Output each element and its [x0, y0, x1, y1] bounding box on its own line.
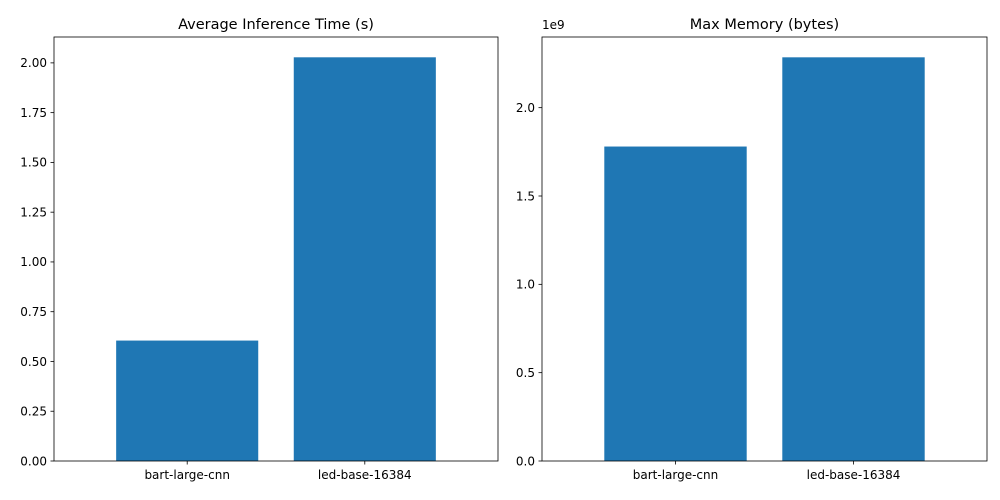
- y-tick-label: 0.50: [20, 355, 47, 369]
- y-tick-label: 1.0: [516, 278, 535, 292]
- bar-bart-large-cnn: [604, 146, 747, 462]
- plot-frame: [53, 36, 499, 462]
- plot-frame: [541, 36, 988, 462]
- y-tick-label: 2.00: [20, 56, 47, 70]
- y-tick-label: 1.50: [20, 156, 47, 170]
- x-tick-label: led-base-16384: [807, 468, 901, 482]
- x-tick-label: led-base-16384: [318, 468, 412, 482]
- y-tick-label: 0.25: [20, 405, 47, 419]
- bar-led-base-16384: [782, 57, 925, 462]
- x-tick-label: bart-large-cnn: [144, 468, 230, 482]
- y-tick-label: 1.5: [516, 189, 535, 203]
- chart-title: Average Inference Time (s): [178, 17, 374, 33]
- y-offset-label: 1e9: [542, 18, 565, 32]
- y-tick-label: 1.75: [20, 106, 47, 120]
- bar-led-base-16384: [293, 57, 436, 461]
- y-tick-label: 0.5: [516, 366, 535, 380]
- y-tick-label: 0.75: [20, 305, 47, 319]
- chart-panel-inference-time: 0.00 0.25 0.50 0.75 1.00 1.25 1.50 1.75 2.00 bart…: [20, 17, 499, 482]
- x-tick-label: bart-large-cnn: [633, 468, 719, 482]
- bar-bart-large-cnn: [116, 340, 259, 461]
- chart-panel-max-memory: 0.0 0.5 1.0 1.5 2.0 bart-large-cnn led-base-16…: [516, 17, 988, 482]
- y-tick-label: 0.00: [20, 454, 47, 468]
- y-tick-label: 1.25: [20, 205, 47, 219]
- y-tick-label: 0.0: [516, 454, 535, 468]
- chart-title: Max Memory (bytes): [690, 17, 839, 33]
- y-tick-label: 2.0: [516, 101, 535, 115]
- y-tick-label: 1.00: [20, 255, 47, 269]
